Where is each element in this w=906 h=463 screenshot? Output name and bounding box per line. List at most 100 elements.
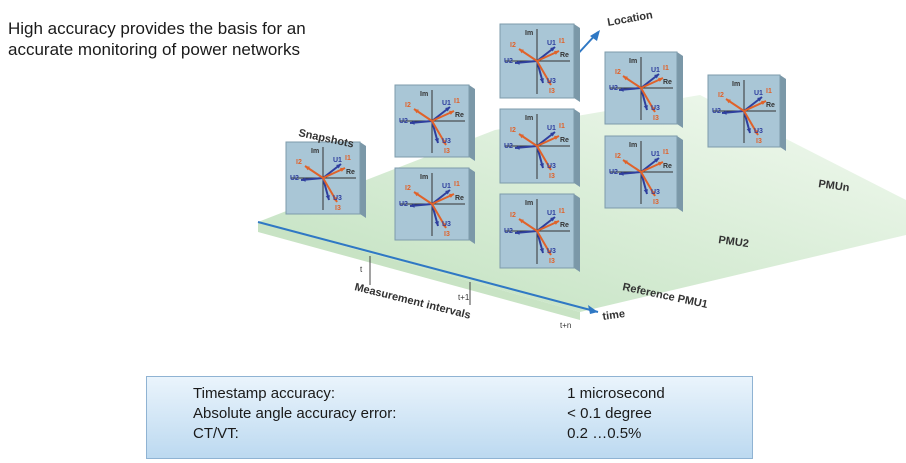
- re-axis-label: Re: [663, 79, 672, 86]
- spec-value: 1 microsecond: [567, 385, 665, 402]
- current-phasor: [743, 110, 759, 136]
- voltage-label: U3: [442, 221, 451, 228]
- current-phasor-head: [546, 80, 551, 85]
- re-axis-label: Re: [560, 222, 569, 229]
- re-axis-label: Re: [663, 163, 672, 170]
- snapshot-panel: Re Im U1 U2 U3 I1 I2 I3: [707, 74, 786, 151]
- voltage-label: U3: [547, 248, 556, 255]
- current-phasor-head: [441, 223, 446, 228]
- current-label: I2: [510, 212, 516, 219]
- voltage-label: U2: [609, 85, 618, 92]
- time-axis: [257, 221, 599, 313]
- current-phasor-head: [449, 193, 454, 198]
- voltage-label: U1: [333, 157, 342, 164]
- current-label: I3: [549, 173, 555, 180]
- voltage-label: U3: [651, 189, 660, 196]
- voltage-label: U3: [333, 195, 342, 202]
- current-label: I2: [718, 92, 724, 99]
- current-label: I3: [653, 199, 659, 206]
- current-phasor-head: [658, 77, 663, 82]
- im-axis-label: Im: [420, 174, 428, 181]
- panel-side: [469, 168, 475, 244]
- panel-side: [780, 75, 786, 151]
- floor-plane: [258, 95, 906, 312]
- panel-side: [574, 24, 580, 102]
- current-label: I2: [510, 127, 516, 134]
- current-phasor: [536, 230, 552, 256]
- time-axis-arrow: [588, 305, 598, 314]
- pmu-snapshot-diagram: Re Im U1 U2 U3 I1 I2 I3 Re Im U1 U2 U3 I1 I2 I3 Re Im U1 U2…: [257, 9, 906, 330]
- current-label: I1: [766, 88, 772, 95]
- voltage-phasor-head: [746, 128, 751, 133]
- current-label: I2: [615, 153, 621, 160]
- panel-side: [574, 194, 580, 272]
- voltage-phasor-head: [515, 230, 520, 235]
- snapshot-panel: Re Im U1 U2 U3 I1 I2 I3: [604, 51, 683, 128]
- current-label: I1: [559, 208, 565, 215]
- voltage-phasor-head: [434, 221, 439, 226]
- panel-side: [469, 85, 475, 161]
- current-label: I1: [559, 123, 565, 130]
- panel-side: [574, 109, 580, 187]
- voltage-phasor-head: [643, 189, 648, 194]
- current-phasor-head: [554, 220, 559, 225]
- voltage-phasor-head: [410, 120, 415, 125]
- re-axis-label: Re: [766, 102, 775, 109]
- voltage-label: U3: [651, 105, 660, 112]
- current-label: I2: [405, 102, 411, 109]
- voltage-phasor-head: [301, 177, 306, 182]
- snapshot-panel: Re Im U1 U2 U3 I1 I2 I3: [499, 23, 580, 102]
- pmun-label: PMUn: [818, 178, 851, 194]
- voltage-label: U1: [442, 100, 451, 107]
- pmu2-label: PMU2: [718, 234, 750, 250]
- voltage-label: U2: [609, 169, 618, 176]
- accuracy-specs-box: Timestamp accuracy: 1 microsecond Absolu…: [146, 376, 753, 459]
- voltage-phasor-head: [550, 217, 555, 222]
- current-label: I2: [510, 42, 516, 49]
- spec-label: Absolute angle accuracy error:: [193, 405, 397, 422]
- voltage-label: U2: [504, 58, 513, 65]
- current-phasor-head: [449, 110, 454, 115]
- current-label: I3: [444, 231, 450, 238]
- voltage-phasor-head: [539, 78, 544, 83]
- current-phasor-head: [650, 191, 655, 196]
- heading-line-2: accurate monitoring of power networks: [8, 40, 300, 59]
- current-phasor-head: [650, 107, 655, 112]
- voltage-phasor-head: [539, 163, 544, 168]
- snapshot-panel: Re Im U1 U2 U3 I1 I2 I3: [604, 135, 683, 212]
- panel-side: [360, 142, 366, 218]
- current-label: I1: [345, 155, 351, 162]
- im-axis-label: Im: [525, 30, 533, 37]
- current-label: I3: [549, 88, 555, 95]
- current-phasor-head: [332, 197, 337, 202]
- current-phasor-head: [623, 160, 628, 165]
- voltage-label: U1: [547, 210, 556, 217]
- snapshot-panel: Re Im U1 U2 U3 I1 I2 I3: [394, 167, 475, 244]
- heading: High accuracy provides the basis for an …: [8, 18, 306, 60]
- heading-line-1: High accuracy provides the basis for an: [8, 19, 306, 38]
- current-phasor-head: [554, 135, 559, 140]
- current-label: I2: [296, 159, 302, 166]
- current-phasor-head: [623, 76, 628, 81]
- current-phasor-head: [519, 134, 524, 139]
- voltage-label: U1: [651, 151, 660, 158]
- current-phasor-head: [305, 166, 310, 171]
- current-phasor-head: [753, 130, 758, 135]
- im-axis-label: Im: [525, 200, 533, 207]
- im-axis-label: Im: [629, 142, 637, 149]
- voltage-phasor-head: [515, 145, 520, 150]
- current-label: I3: [756, 138, 762, 145]
- im-axis-label: Im: [420, 91, 428, 98]
- voltage-phasor-head: [325, 195, 330, 200]
- re-axis-label: Re: [560, 137, 569, 144]
- current-label: I1: [663, 149, 669, 156]
- current-phasor: [536, 60, 552, 86]
- voltage-phasor-head: [722, 110, 727, 115]
- voltage-phasor-head: [619, 87, 624, 92]
- im-axis-label: Im: [311, 148, 319, 155]
- measurement-intervals-label: Measurement intervals: [353, 281, 472, 321]
- current-phasor-head: [554, 50, 559, 55]
- re-axis-label: Re: [455, 112, 464, 119]
- spec-value: 0.2 …0.5%: [567, 425, 642, 442]
- snapshot-panel: Re Im U1 U2 U3 I1 I2 I3: [394, 84, 475, 161]
